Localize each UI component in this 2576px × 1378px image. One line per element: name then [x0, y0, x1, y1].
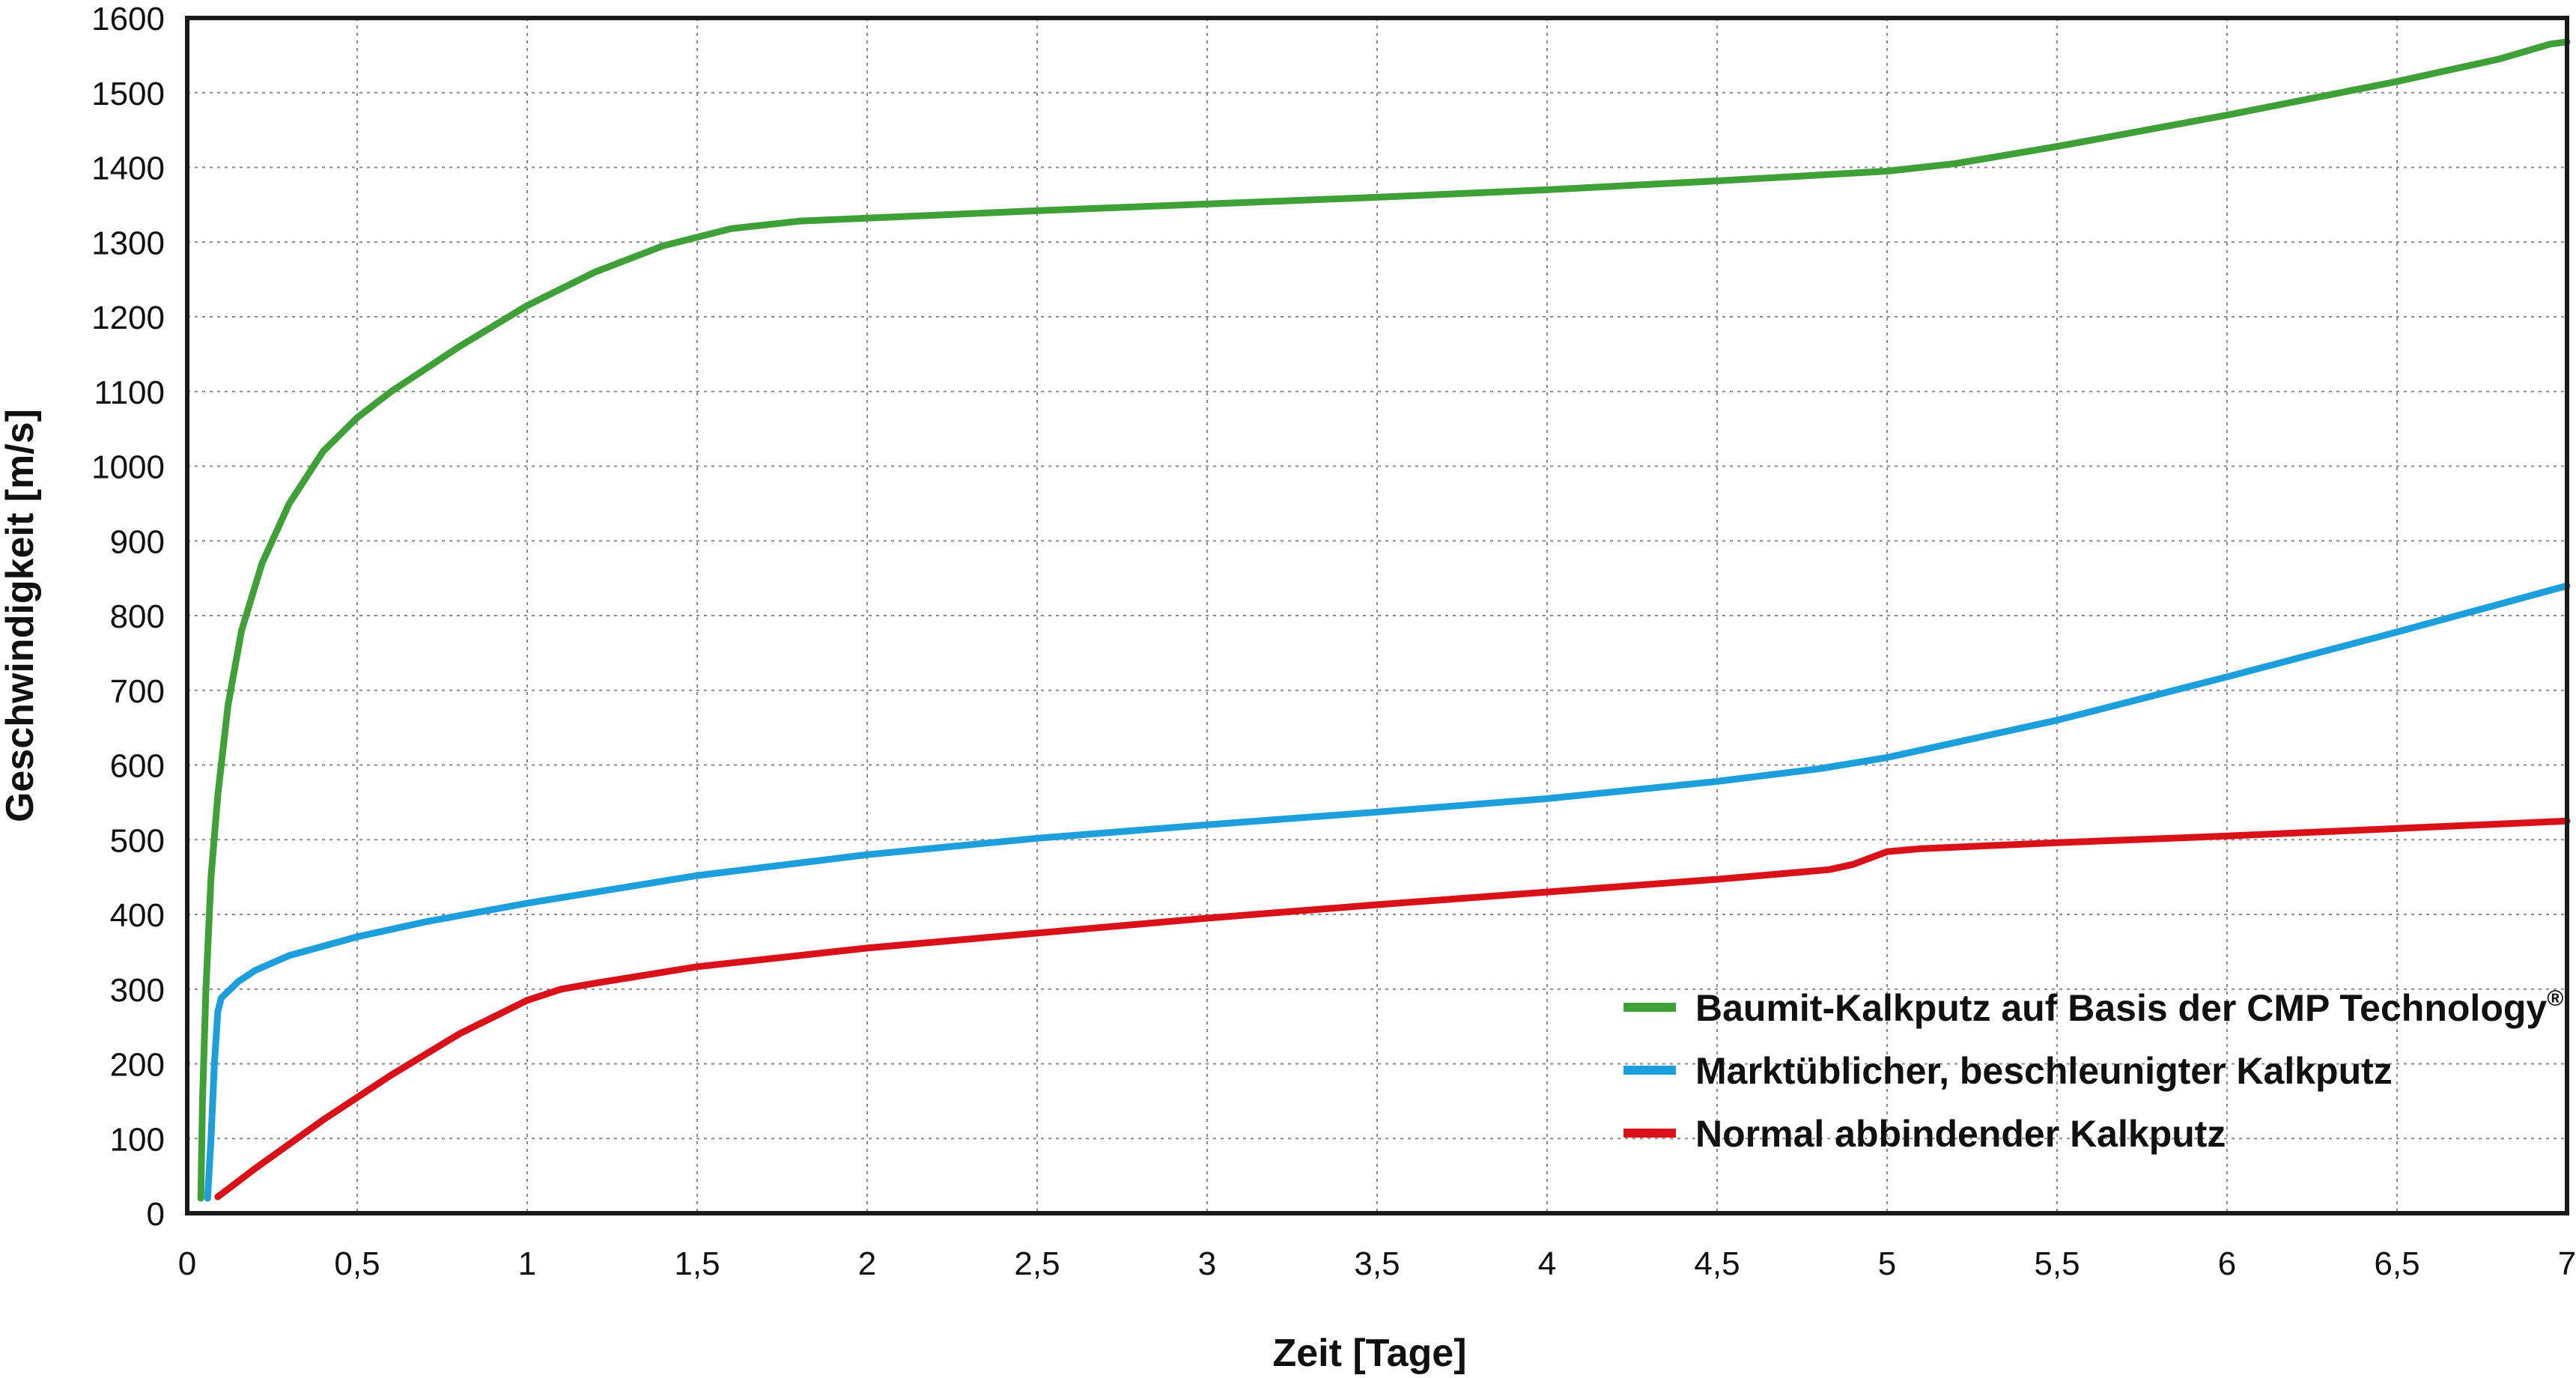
x-axis-title: Zeit [Tage] [1272, 1332, 1466, 1375]
plot-frame [185, 16, 2569, 1215]
x-tick-label: 5,5 [2034, 1245, 2080, 1282]
x-tick-label: 6 [2218, 1245, 2236, 1282]
grid [187, 18, 2567, 1213]
legend-label: Baumit-Kalkputz auf Basis der CMP Techno… [1695, 986, 2563, 1029]
y-tick-label: 1200 [91, 300, 165, 336]
y-tick-label: 900 [110, 523, 165, 560]
x-tick-label: 0 [178, 1245, 196, 1282]
x-tick-label: 2,5 [1014, 1245, 1060, 1282]
x-tick-label: 6,5 [2374, 1245, 2419, 1282]
legend-label-superscript: ® [2547, 986, 2563, 1011]
x-tick-label: 1 [518, 1245, 536, 1282]
y-axis-title: Geschwindigkeit [m/s] [0, 409, 42, 822]
y-tick-label: 500 [110, 822, 165, 859]
x-tick-label: 5 [1878, 1245, 1896, 1282]
legend-label: Normal abbindender Kalkputz [1695, 1113, 2226, 1155]
legend-item-1: Baumit-Kalkputz auf Basis der CMP Techno… [1623, 986, 2563, 1029]
legend: Baumit-Kalkputz auf Basis der CMP Techno… [1623, 986, 2563, 1155]
x-tick-label: 4 [1538, 1245, 1556, 1282]
y-tick-label: 1300 [91, 225, 165, 261]
y-tick-label: 100 [110, 1121, 165, 1158]
legend-label: Marktüblicher, beschleunigter Kalkputz [1695, 1050, 2393, 1092]
y-tick-label: 400 [110, 897, 165, 934]
y-tick-label: 600 [110, 748, 165, 785]
x-tick-labels: 0 0,5 1 1,5 2 2,5 3 3,5 4 4,5 5 5,5 6 6,5 7 [178, 1245, 2576, 1282]
series-layer [197, 38, 2571, 1202]
y-tick-label: 1500 [91, 76, 165, 112]
x-tick-label: 1,5 [674, 1245, 720, 1282]
y-tick-label: 0 [147, 1196, 165, 1233]
x-tick-label: 7 [2558, 1245, 2576, 1282]
series-line-2 [204, 582, 2571, 1202]
y-tick-label: 300 [110, 972, 165, 1009]
series-line-1 [197, 38, 2571, 1202]
legend-label-text: Normal abbindender Kalkputz [1695, 1113, 2226, 1155]
y-tick-label: 800 [110, 598, 165, 635]
y-tick-label: 1000 [91, 449, 165, 486]
y-tick-label: 1600 [91, 1, 165, 37]
x-tick-label: 3 [1198, 1245, 1216, 1282]
legend-label-text: Marktüblicher, beschleunigter Kalkputz [1695, 1050, 2393, 1092]
x-tick-label: 2 [858, 1245, 876, 1282]
x-tick-label: 0,5 [334, 1245, 380, 1282]
legend-label-text: Baumit-Kalkputz auf Basis der CMP Techno… [1695, 987, 2547, 1029]
series-line-3 [214, 817, 2571, 1201]
x-tick-label: 4,5 [1694, 1245, 1740, 1282]
y-tick-label: 1100 [94, 374, 165, 411]
y-tick-label: 200 [110, 1047, 165, 1084]
legend-item-2: Marktüblicher, beschleunigter Kalkputz [1623, 1050, 2393, 1092]
y-tick-labels: 0 100 200 300 400 500 600 700 800 900 1000 1100 1200… [91, 1, 165, 1233]
x-tick-label: 3,5 [1354, 1245, 1400, 1282]
y-tick-label: 700 [110, 673, 165, 710]
legend-item-3: Normal abbindender Kalkputz [1623, 1113, 2226, 1155]
y-tick-label: 1400 [91, 151, 165, 187]
